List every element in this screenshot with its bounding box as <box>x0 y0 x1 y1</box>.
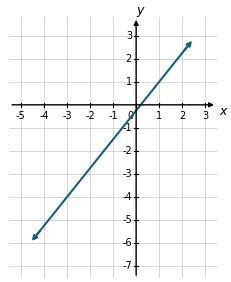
Text: 1: 1 <box>125 77 131 87</box>
Text: 3: 3 <box>125 31 131 41</box>
Text: -4: -4 <box>122 192 131 202</box>
Text: -2: -2 <box>122 146 131 156</box>
Text: -5: -5 <box>16 111 26 121</box>
Text: -5: -5 <box>122 215 131 225</box>
Text: -1: -1 <box>108 111 117 121</box>
Text: -7: -7 <box>122 261 131 271</box>
Text: 0: 0 <box>127 111 133 121</box>
Text: -1: -1 <box>122 123 131 133</box>
Text: -2: -2 <box>85 111 94 121</box>
Text: 1: 1 <box>155 111 161 121</box>
Text: y: y <box>135 4 143 17</box>
Text: 2: 2 <box>178 111 185 121</box>
Text: 2: 2 <box>125 54 131 64</box>
Text: 3: 3 <box>201 111 207 121</box>
Text: -6: -6 <box>122 238 131 248</box>
Text: -3: -3 <box>62 111 71 121</box>
Text: -4: -4 <box>39 111 49 121</box>
Text: x: x <box>218 105 226 118</box>
Text: -3: -3 <box>122 169 131 179</box>
